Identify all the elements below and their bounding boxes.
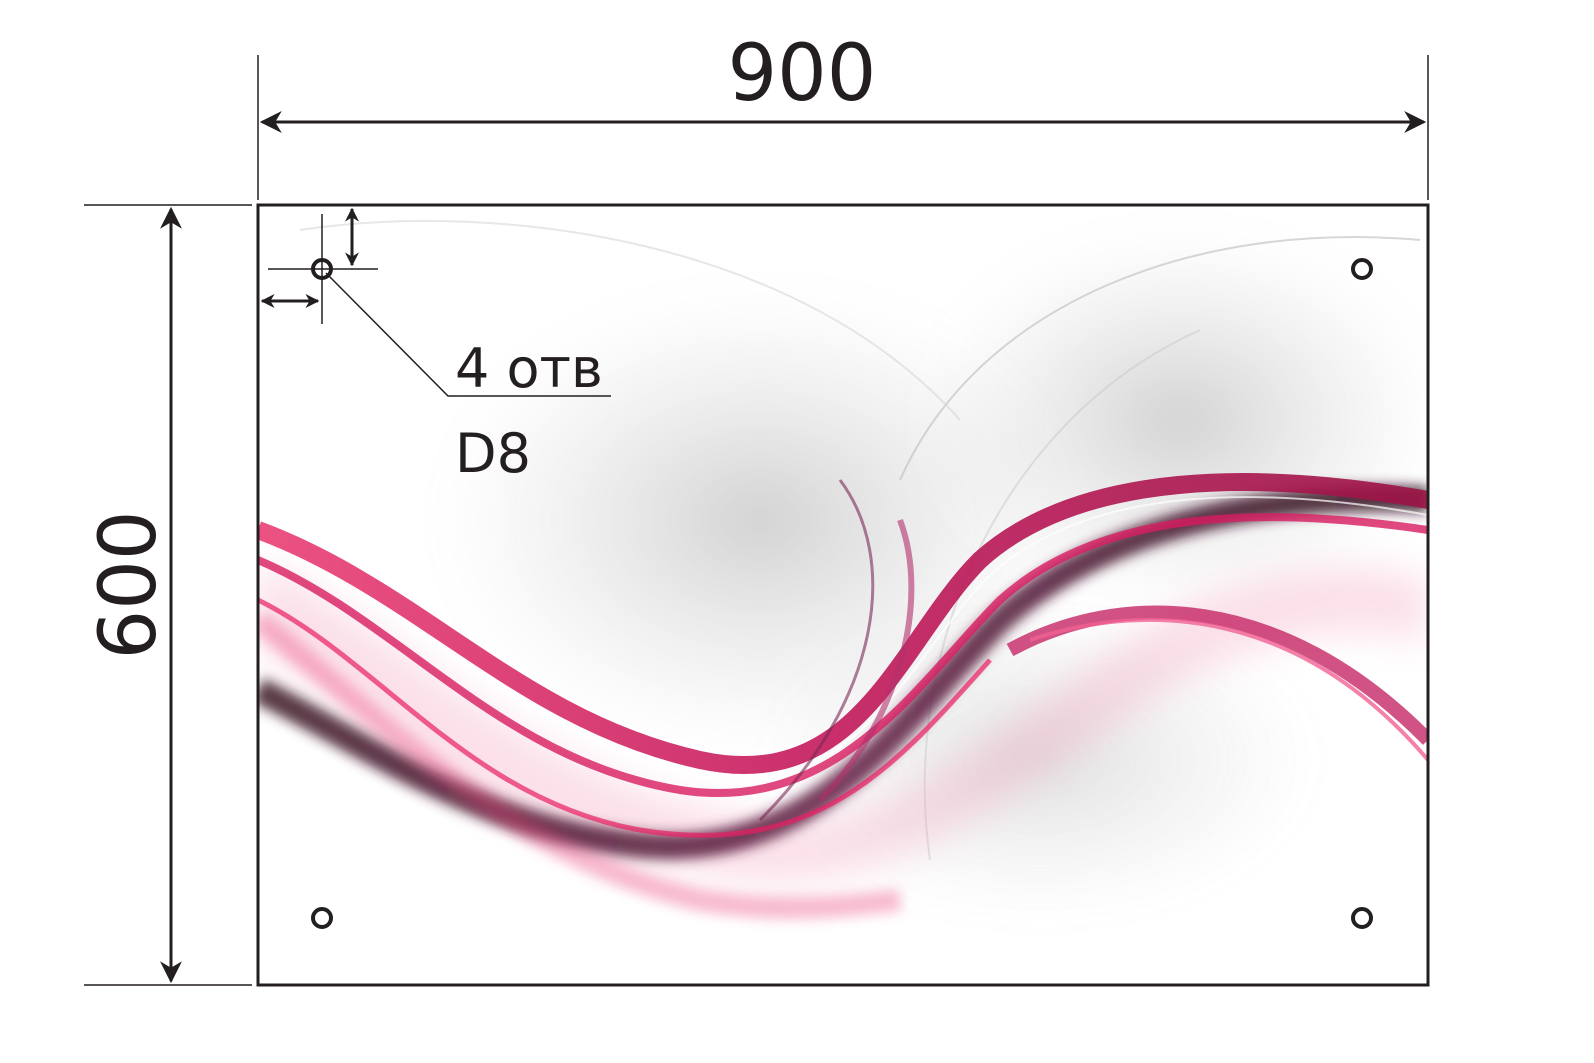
mounting-hole-bottom-left (311, 907, 333, 929)
width-dimension: 900 (257, 29, 1429, 200)
width-label: 900 (728, 29, 877, 119)
hole-offset-lines (260, 207, 378, 324)
hole-callout-leader (325, 272, 611, 397)
mounting-hole-bottom-right (1351, 907, 1373, 929)
height-label: 600 (84, 511, 174, 660)
height-dimension: 600 (84, 204, 252, 986)
panel-artwork (258, 207, 1428, 985)
panel-outline (256, 203, 1430, 987)
mounting-hole-top-right (1351, 258, 1373, 280)
holes-count-label: 4 отв (455, 337, 603, 400)
hole-diameter-label: D8 (455, 422, 531, 485)
